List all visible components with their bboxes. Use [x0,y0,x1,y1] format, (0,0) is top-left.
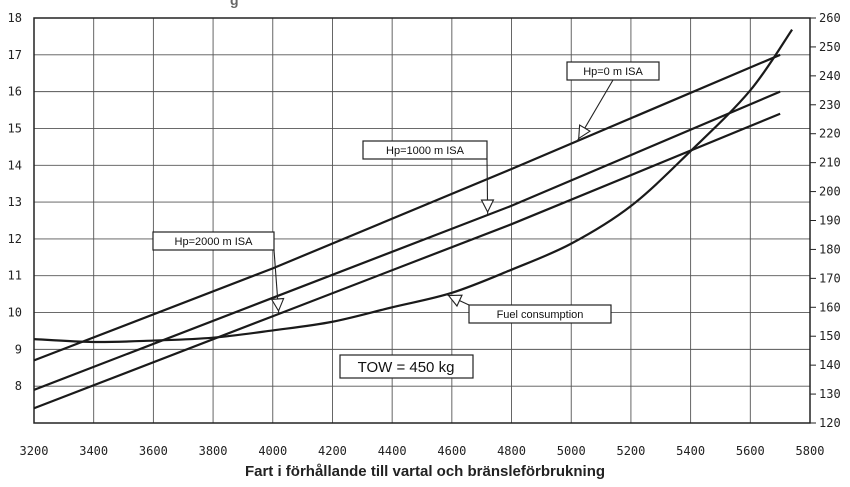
x-tick-label: 3400 [79,444,108,458]
y-tick-label: 9 [15,342,22,356]
tow-label-box: TOW = 450 kg [339,354,474,379]
x-tick-label: 3200 [20,444,49,458]
series-line-1 [33,90,781,391]
annotation-3: Fuel consumption [445,293,612,324]
annotation-arrowhead [270,297,285,313]
y-right-tick-label: 210 [819,156,841,170]
x-tick-label: 4800 [497,444,526,458]
y-right-tick-label: 140 [819,358,841,372]
y-right-tick-label: 190 [819,214,841,228]
x-tick-label: 5400 [676,444,705,458]
y-tick-label: 13 [8,195,22,209]
series-line-3 [33,28,793,344]
x-tick-label: 5200 [616,444,645,458]
y-right-tick-label: 130 [819,387,841,401]
tow-label: TOW = 450 kg [358,359,455,376]
x-tick-label: 4400 [378,444,407,458]
annotation-box [152,231,275,251]
y-right-tick-label: 180 [819,242,841,256]
y-tick-label: 11 [8,269,22,283]
y-right-tick-label: 230 [819,98,841,112]
y-tick-label: 15 [8,121,22,135]
x-tick-label: 3800 [199,444,228,458]
tick-labels: 3200 3400 3600 3800 4000 4200 4400 4600 4800 5000… [8,11,841,458]
annotation-label: Fuel consumption [497,309,584,321]
y-right-tick-label: 200 [819,185,841,199]
y-tick-label: 17 [8,48,22,62]
x-tick-label: 4000 [258,444,287,458]
plot-frame [33,17,811,424]
x-tick-label: 4600 [437,444,466,458]
x-axis-label: Fart i förhållande till vartal och bräns… [244,463,606,480]
y-right-tick-label: 260 [819,11,841,25]
series-layer [33,28,793,410]
annotation-1: Hp=1000 m ISA [362,140,495,215]
tow-box [339,354,474,379]
annotation-box [566,61,660,81]
y-right-tick-label: 120 [819,416,841,430]
y-right-tick-label: 150 [819,329,841,343]
y-tick-label: 16 [8,85,22,99]
annotation-0: Hp=0 m ISA [566,61,660,142]
x-tick-label: 5000 [557,444,586,458]
annotation-label: Hp=0 m ISA [583,66,643,78]
x-tick-label: 4200 [318,444,347,458]
annotation-label: Hp=1000 m ISA [386,145,465,157]
x-tick-label: 3600 [139,444,168,458]
annotations: Hp=0 m ISA Hp=1000 m ISA Hp=2000 m ISA Fuel… [152,61,660,324]
y-tick-label: 14 [8,158,22,172]
chart-title-fragment: g [230,0,239,8]
y-tick-label: 8 [15,379,22,393]
y-tick-label: 18 [8,11,22,25]
y-right-tick-label: 160 [819,300,841,314]
y-tick-label: 10 [8,306,22,320]
y-tick-label: 12 [8,232,22,246]
y-right-tick-label: 170 [819,271,841,285]
y-right-tick-label: 250 [819,40,841,54]
annotation-box [468,304,612,324]
series-line-2 [33,112,781,410]
series-line-0 [33,53,781,362]
annotation-label: Hp=2000 m ISA [175,236,254,248]
y-right-tick-label: 220 [819,127,841,141]
annotation-arrowhead [480,199,495,214]
x-tick-label: 5800 [796,444,825,458]
annotation-arrowhead [447,294,463,308]
y-right-tick-label: 240 [819,69,841,83]
annotation-arrowhead [578,124,592,140]
annotation-2: Hp=2000 m ISA [152,231,285,314]
x-tick-label: 5600 [736,444,765,458]
annotation-box [362,140,488,160]
